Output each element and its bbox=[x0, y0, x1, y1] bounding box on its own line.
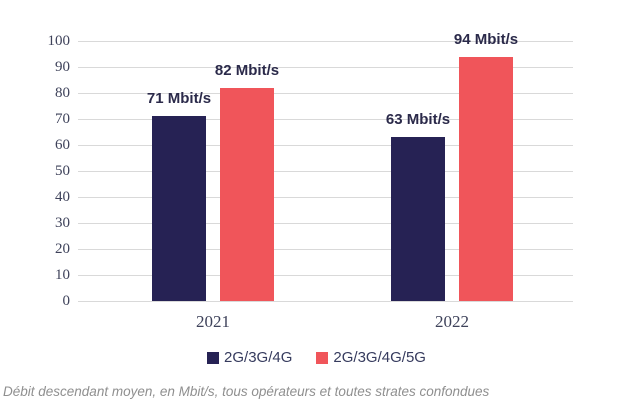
y-axis-tick-label: 70 bbox=[55, 111, 70, 127]
gridline bbox=[78, 197, 573, 198]
y-axis-tick-label: 20 bbox=[55, 241, 70, 257]
gridline bbox=[78, 41, 573, 42]
legend-item: 2G/3G/4G bbox=[207, 349, 292, 366]
gridline bbox=[78, 67, 573, 68]
gridline bbox=[78, 301, 573, 302]
x-axis-category-label: 2021 bbox=[196, 312, 230, 331]
x-axis-category-label: 2022 bbox=[435, 312, 469, 331]
gridline bbox=[78, 171, 573, 172]
bar bbox=[391, 137, 445, 301]
bar-value-label: 63 Mbit/s bbox=[385, 111, 451, 129]
legend-item: 2G/3G/4G/5G bbox=[316, 349, 426, 366]
gridline bbox=[78, 275, 573, 276]
y-axis-tick-label: 40 bbox=[55, 189, 70, 205]
y-axis-tick-label: 80 bbox=[55, 85, 70, 101]
legend: 2G/3G/4G 2G/3G/4G/5G bbox=[0, 349, 633, 366]
legend-label: 2G/3G/4G/5G bbox=[333, 349, 426, 366]
bar-value-label: 82 Mbit/s bbox=[214, 61, 280, 79]
gridline bbox=[78, 223, 573, 224]
y-axis-tick-label: 10 bbox=[55, 267, 70, 283]
y-axis-tick-label: 60 bbox=[55, 137, 70, 153]
y-axis-tick-label: 0 bbox=[62, 293, 71, 309]
legend-swatch bbox=[207, 351, 220, 364]
gridline bbox=[78, 119, 573, 120]
legend-label: 2G/3G/4G bbox=[224, 349, 293, 366]
gridline bbox=[78, 249, 573, 250]
bar bbox=[152, 116, 206, 301]
bar bbox=[220, 87, 274, 301]
chart-caption: Débit descendant moyen, en Mbit/s, tous … bbox=[3, 384, 490, 399]
y-axis-tick-label: 100 bbox=[47, 33, 71, 49]
gridline bbox=[78, 145, 573, 146]
bar bbox=[459, 56, 513, 301]
y-axis-tick-label: 90 bbox=[55, 59, 70, 75]
gridline bbox=[78, 93, 573, 94]
y-axis-tick-label: 30 bbox=[55, 215, 70, 231]
plot-area bbox=[78, 41, 573, 302]
bar-value-label: 94 Mbit/s bbox=[453, 30, 519, 48]
legend-swatch bbox=[316, 351, 329, 364]
y-axis-tick-label: 50 bbox=[55, 163, 70, 179]
bar-value-label: 71 Mbit/s bbox=[146, 90, 212, 108]
